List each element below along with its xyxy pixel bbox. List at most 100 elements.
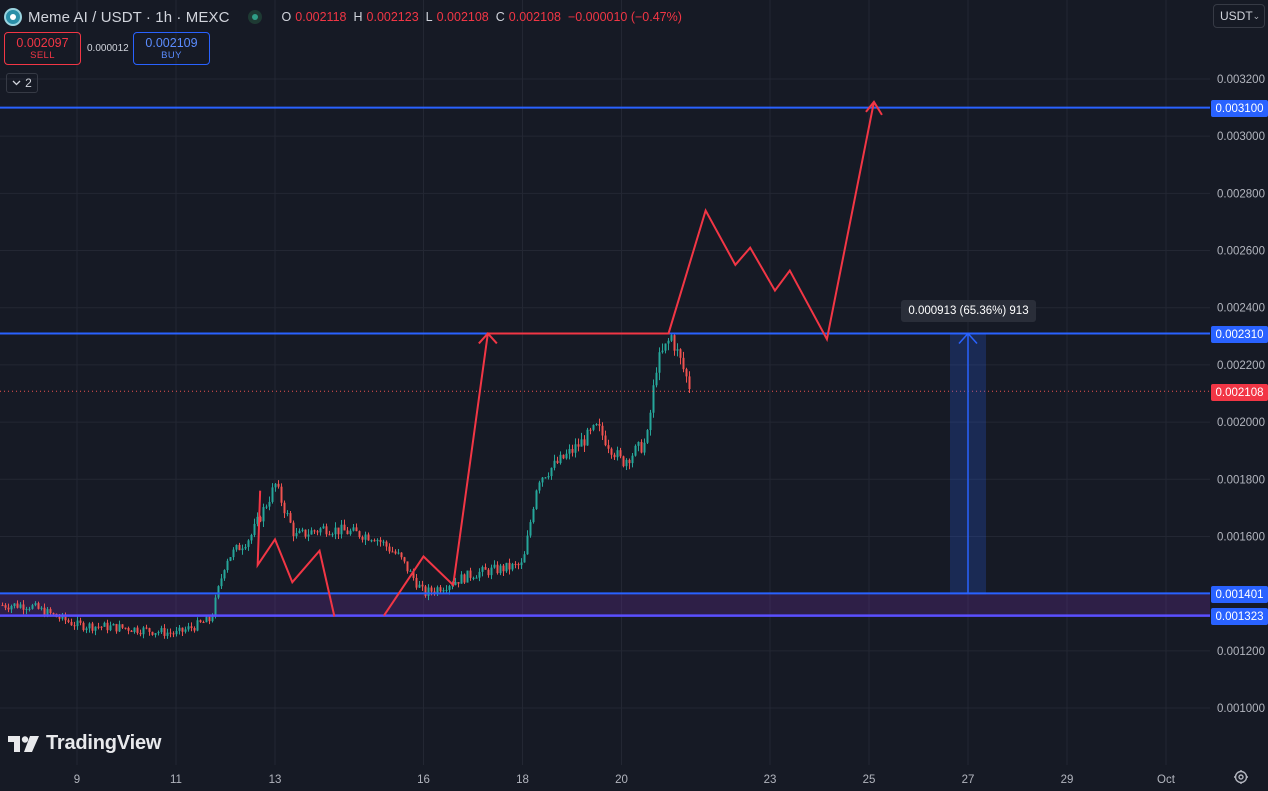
candle-body — [322, 526, 325, 529]
candle-body — [58, 617, 61, 619]
level-tag-0002310[interactable]: 0.002310 — [1211, 326, 1268, 343]
candle-body — [319, 528, 322, 533]
candle-body — [460, 574, 463, 584]
buy-label: BUY — [161, 49, 182, 61]
candle-body — [133, 627, 136, 632]
time-tick-label: 29 — [1061, 774, 1074, 786]
candle-body — [598, 424, 601, 426]
candle-body — [505, 562, 508, 572]
candle-body — [466, 570, 469, 583]
price-tick-label: 0.002400 — [1217, 303, 1265, 315]
projection-early-line — [256, 490, 336, 617]
candle-body — [604, 435, 607, 446]
candle-body — [682, 357, 685, 370]
indicators-toggle-button[interactable]: 2 — [6, 73, 38, 93]
candle-body — [514, 563, 517, 565]
candle-body — [178, 627, 181, 631]
candle-body — [187, 626, 190, 630]
tradingview-logo[interactable]: TradingView — [8, 732, 161, 755]
candle-body — [679, 349, 682, 358]
time-axis[interactable]: 9 11 13 16 18 20 23 25 27 29 Oct — [74, 774, 1176, 786]
time-tick-label: 16 — [417, 774, 430, 786]
currency-value: USDT — [1220, 9, 1253, 23]
change-value: −0.000010 (−0.47%) — [567, 10, 682, 24]
sell-button[interactable]: 0.002097 SELL — [4, 32, 81, 65]
price-tick-label: 0.003000 — [1217, 131, 1265, 143]
price-axis[interactable]: 0.003200 0.003000 0.002800 0.002600 0.002400… — [1217, 74, 1265, 715]
candle-body — [37, 603, 40, 609]
horizontal-levels[interactable] — [0, 106, 1210, 617]
gear-icon[interactable] — [1233, 769, 1249, 785]
candle-body — [406, 561, 409, 572]
candle-body — [193, 628, 196, 631]
symbol-title[interactable]: Meme AI / USDT · 1h · MEXC — [28, 8, 230, 26]
projection-arrow-head — [478, 331, 498, 345]
candle-body — [109, 625, 112, 631]
sell-label: SELL — [30, 49, 55, 61]
candle-body — [649, 412, 652, 431]
price-tick-label: 0.002800 — [1217, 188, 1265, 200]
currency-select[interactable]: USDT ⌄ — [1213, 4, 1265, 28]
candle-body — [358, 531, 361, 537]
candle-body — [433, 591, 436, 593]
candle-body — [379, 539, 382, 542]
level-tag-0001323[interactable]: 0.001323 — [1211, 608, 1268, 625]
time-tick-label: 11 — [170, 774, 182, 786]
candle-body — [352, 527, 355, 531]
candle-body — [250, 534, 253, 541]
candle-body — [490, 567, 493, 576]
candle-body — [568, 449, 571, 454]
candle-body — [427, 587, 430, 596]
candle-body — [574, 444, 577, 453]
candle-body — [658, 352, 661, 373]
candle-body — [559, 454, 562, 464]
candle-body — [499, 565, 502, 574]
candle-body — [592, 425, 595, 430]
level-tag-0003100[interactable]: 0.003100 — [1211, 100, 1268, 117]
candle-body — [304, 529, 307, 537]
candle-body — [292, 522, 295, 537]
candle-body — [670, 335, 673, 341]
projection-main-line — [383, 101, 875, 617]
price-range-measure[interactable] — [950, 332, 986, 595]
candle-body — [70, 621, 73, 626]
candle-body — [583, 439, 586, 446]
level-tag-0001401[interactable]: 0.001401 — [1211, 586, 1268, 603]
candle-body — [457, 582, 460, 584]
time-tick-label: 27 — [962, 774, 975, 786]
candle-body — [214, 597, 217, 617]
sell-price: 0.002097 — [16, 35, 69, 50]
open-value: 0.002118 — [295, 10, 347, 24]
candle-body — [100, 626, 103, 628]
last-price-tag[interactable]: 0.002108 — [1211, 384, 1268, 401]
candle-body — [196, 620, 199, 631]
buy-button[interactable]: 0.002109 BUY — [133, 32, 210, 65]
candle-body — [22, 604, 25, 610]
candle-body — [622, 456, 625, 467]
indicators-count: 2 — [25, 76, 32, 90]
candle-body — [34, 603, 37, 606]
candle-body — [361, 536, 364, 540]
candle-body — [661, 350, 664, 353]
candle-body — [274, 483, 277, 488]
projection-path[interactable] — [256, 100, 883, 617]
close-value: 0.002108 — [508, 10, 561, 24]
candle-body — [487, 569, 490, 576]
candle-body — [373, 540, 376, 542]
candle-body — [520, 562, 523, 566]
price-tick-label: 0.002200 — [1217, 360, 1265, 372]
high-value: 0.002123 — [366, 10, 419, 24]
time-tick-label: 9 — [74, 774, 80, 786]
candle-body — [349, 530, 352, 535]
price-tick-label: 0.002000 — [1217, 417, 1265, 429]
meme-ai-coin-icon — [4, 8, 22, 26]
candle-body — [85, 628, 88, 631]
candle-body — [148, 628, 151, 632]
candle-body — [535, 490, 538, 509]
candle-body — [130, 630, 133, 632]
candle-body — [346, 530, 349, 535]
buy-price: 0.002109 — [145, 35, 198, 50]
market-status-icon[interactable] — [247, 10, 262, 24]
